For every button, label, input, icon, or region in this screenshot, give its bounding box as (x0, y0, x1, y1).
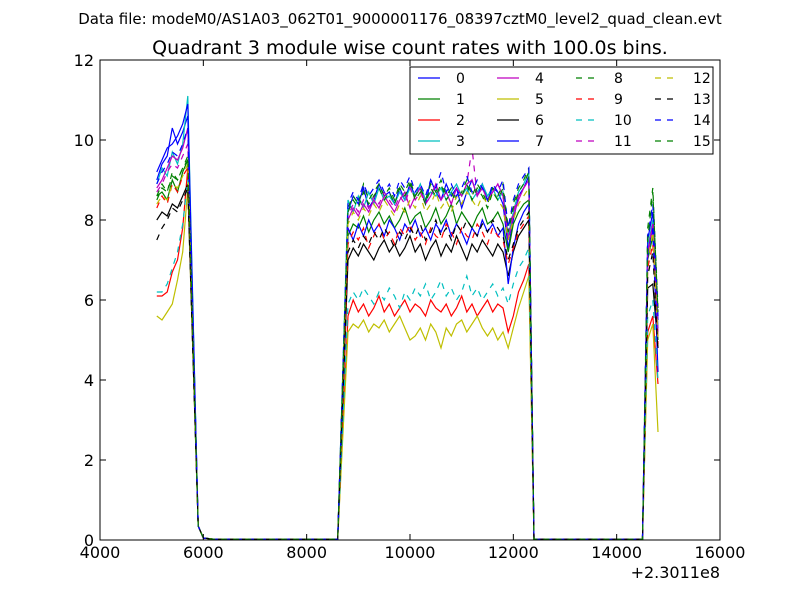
y-tick-label: 12 (74, 51, 94, 70)
y-tick-label: 4 (84, 371, 94, 390)
x-offset-label: +2.3011e8 (631, 563, 720, 582)
series-line-7 (156, 103, 659, 540)
legend-label: 9 (614, 92, 623, 108)
series-line-9 (156, 166, 659, 540)
series-line-11 (156, 143, 659, 540)
legend-label: 8 (614, 71, 623, 87)
x-tick-label: 4000 (80, 543, 121, 562)
legend-label: 6 (535, 113, 544, 129)
series-line-14 (156, 127, 659, 540)
legend-label: 2 (456, 113, 465, 129)
chart-suptitle: Data file: modeM0/AS1A03_062T01_90000011… (78, 10, 722, 29)
y-tick-label: 2 (84, 451, 94, 470)
legend-label: 11 (614, 134, 632, 150)
legend-label: 1 (456, 92, 465, 108)
chart-title: Quadrant 3 module wise count rates with … (152, 37, 668, 59)
y-tick-label: 6 (84, 291, 94, 310)
series-line-15 (156, 155, 659, 540)
x-tick-label: 16000 (695, 543, 746, 562)
series-line-3 (156, 95, 659, 540)
x-tick-label: 10000 (385, 543, 436, 562)
series-line-2 (156, 167, 659, 540)
series-line-1 (156, 159, 659, 540)
x-tick-label: 12000 (488, 543, 539, 562)
legend-label: 15 (693, 134, 711, 150)
x-tick-label: 14000 (591, 543, 642, 562)
series-line-13 (156, 187, 659, 540)
legend-label: 3 (456, 134, 465, 150)
legend-label: 5 (535, 92, 544, 108)
legend-label: 4 (535, 71, 544, 87)
series-line-0 (156, 115, 659, 540)
series-line-12 (156, 163, 659, 540)
x-tick-label: 6000 (183, 543, 224, 562)
legend-label: 7 (535, 134, 544, 150)
legend-label: 0 (456, 71, 465, 87)
legend-label: 10 (614, 113, 632, 129)
x-tick-label: 8000 (286, 543, 327, 562)
y-tick-label: 10 (74, 131, 94, 150)
y-tick-label: 0 (84, 531, 94, 550)
series-line-6 (156, 183, 659, 540)
legend-label: 14 (693, 113, 711, 129)
legend-label: 12 (693, 71, 711, 87)
plot-lines (156, 95, 659, 540)
y-tick-label: 8 (84, 211, 94, 230)
x-axis: 4000 6000 8000 10000 12000 14000 16000 (80, 60, 746, 562)
legend-box (409, 66, 714, 155)
legend-label: 13 (693, 92, 711, 108)
